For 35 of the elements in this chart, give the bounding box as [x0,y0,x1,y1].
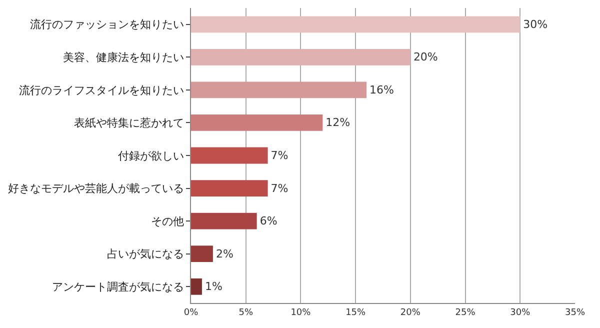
y-tick-label: 占いが気になる [106,248,184,261]
data-label: 16% [370,83,394,96]
x-tick-label: 25% [455,308,476,318]
y-tick-label: 好きなモデルや芸能人が載っている [8,182,184,196]
bar [191,16,520,33]
bar [191,278,202,295]
y-tick-label: アンケート調査が気になる [52,280,184,294]
data-label: 7% [270,182,288,195]
x-tick-label: 10% [290,308,312,318]
data-label: 20% [413,50,438,64]
data-label: 7% [270,149,288,162]
bar [191,147,268,164]
x-tick-label: 15% [346,308,366,318]
data-label: 12% [326,116,350,130]
x-tick-label: 20% [400,308,421,318]
bar [191,246,213,262]
y-tick-label: その他 [150,214,184,228]
bar [191,114,323,131]
data-label: 1% [204,280,222,294]
x-tick-label: 0% [184,308,199,318]
data-label: 6% [260,214,278,228]
y-tick-label: 美容、健康法を知りたい [62,51,184,64]
bar [191,82,367,98]
y-tick-label: 流行のライフスタイルを知りたい [18,84,184,97]
data-label: 30% [523,18,548,31]
x-tick-label: 5% [238,308,254,318]
data-label: 2% [216,247,234,260]
bar [191,180,268,196]
x-tick-label: 35% [564,308,586,318]
bar [191,48,410,66]
bar [191,212,257,230]
y-tick-label: 流行のファッションを知りたい [30,18,184,32]
y-tick-label: 付録が欲しい [118,149,184,162]
y-tick-label: 表紙や特集に惹かれて [74,116,184,130]
x-tick-label: 30% [510,308,531,318]
